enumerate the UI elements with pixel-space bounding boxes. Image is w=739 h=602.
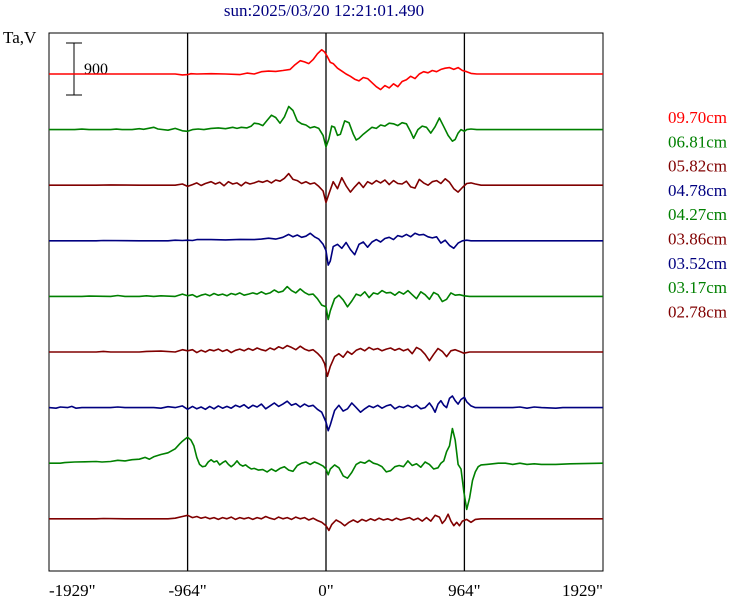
series-line-1 xyxy=(49,105,603,148)
vertical-lines xyxy=(186,33,466,571)
legend-entry-1: 06.81cm xyxy=(668,132,727,151)
y-axis-label: Ta,V xyxy=(3,28,37,47)
x-tick-label-1: -964" xyxy=(169,581,207,600)
scale-bar-label: 900 xyxy=(84,61,108,78)
series-line-2 xyxy=(49,172,603,204)
legend-entry-4: 04.27cm xyxy=(668,205,727,224)
scale-bar: 900 xyxy=(66,42,108,96)
series-line-6 xyxy=(48,395,603,432)
legend-entry-8: 02.78cm xyxy=(668,302,727,321)
x-tick-label-0: -1929" xyxy=(49,581,96,600)
x-tick-labels: -1929" -964" 0" 964" 1929" xyxy=(49,581,603,600)
series-line-4 xyxy=(49,285,603,321)
x-tick-label-3: 964" xyxy=(448,581,480,600)
series-line-3 xyxy=(49,232,603,266)
legend-entry-6: 03.52cm xyxy=(668,254,727,273)
legend-entry-0: 09.70cm xyxy=(668,108,727,127)
legend-entry-3: 04.78cm xyxy=(668,181,727,200)
legend-entry-7: 03.17cm xyxy=(668,278,727,297)
series-line-7 xyxy=(49,427,604,511)
x-tick-label-2: 0" xyxy=(318,581,333,600)
series-line-0 xyxy=(49,48,603,91)
legend-entry-5: 03.86cm xyxy=(668,230,727,249)
legend-entry-2: 05.82cm xyxy=(668,157,727,176)
series-line-5 xyxy=(49,344,603,378)
x-tick-label-4: 1929" xyxy=(562,581,603,600)
series-line-8 xyxy=(49,513,603,532)
legend: 09.70cm 06.81cm 05.82cm 04.78cm 04.27cm 03.86… xyxy=(668,108,727,321)
series-group xyxy=(48,48,604,532)
chart-title: sun:2025/03/20 12:21:01.490 xyxy=(224,1,424,20)
